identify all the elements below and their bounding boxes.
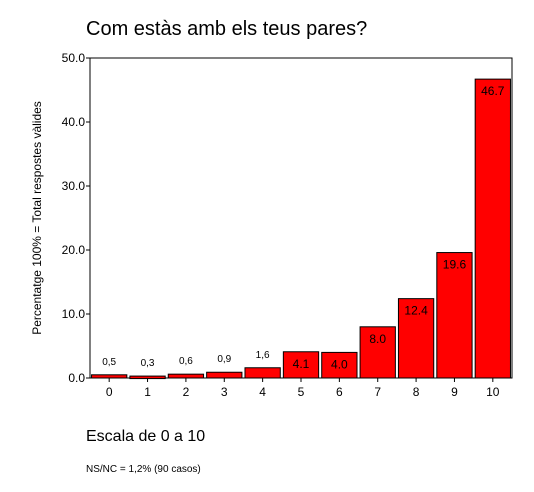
bar-8 <box>397 298 435 379</box>
bar-0 <box>91 374 128 379</box>
value-label-2: 0,6 <box>179 356 193 367</box>
x-tick-label: 2 <box>183 385 190 399</box>
x-tick-label: 1 <box>144 385 151 399</box>
value-label-4: 1,6 <box>256 350 270 361</box>
x-tick-label: 9 <box>451 385 458 399</box>
bar-2 <box>167 373 205 379</box>
y-tick-label: 50.0 <box>62 51 86 65</box>
value-label-5: 4.1 <box>293 357 310 371</box>
value-label-6: 4.0 <box>331 357 348 371</box>
bar-9 <box>436 252 473 379</box>
bar-10 <box>474 78 511 379</box>
value-label-9: 19.6 <box>443 258 467 272</box>
value-label-0: 0,5 <box>102 357 116 368</box>
x-tick-label: 4 <box>259 385 266 399</box>
x-tick-label: 5 <box>298 385 305 399</box>
bar-5 <box>282 351 320 379</box>
x-tick-label: 6 <box>336 385 343 399</box>
value-label-1: 0,3 <box>141 358 155 369</box>
bar-6 <box>321 351 358 379</box>
bar-4 <box>244 367 281 379</box>
value-label-10: 46.7 <box>481 84 505 98</box>
y-tick-label: 30.0 <box>62 179 86 193</box>
x-tick-label: 3 <box>221 385 228 399</box>
value-label-3: 0,9 <box>217 354 231 365</box>
x-tick-label: 10 <box>486 385 500 399</box>
x-tick-label: 8 <box>413 385 420 399</box>
y-tick-label: 20.0 <box>62 243 86 257</box>
value-label-8: 12.4 <box>404 304 428 318</box>
footnote: NS/NC = 1,2% (90 casos) <box>86 464 201 475</box>
chart-title: Com estàs amb els teus pares? <box>86 18 368 40</box>
y-tick-label: 40.0 <box>62 115 86 129</box>
bar-3 <box>206 371 243 379</box>
x-tick-label: 0 <box>106 385 113 399</box>
value-label-7: 8.0 <box>369 332 386 346</box>
x-axis-label: Escala de 0 a 10 <box>86 428 206 445</box>
y-tick-label: 0.0 <box>68 371 85 385</box>
x-tick-label: 7 <box>374 385 381 399</box>
y-tick-label: 10.0 <box>62 307 86 321</box>
